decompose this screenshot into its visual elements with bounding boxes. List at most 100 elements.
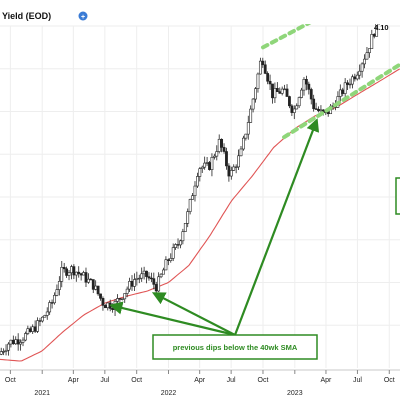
candle-body — [157, 276, 161, 292]
candle-body — [242, 137, 245, 150]
candle-body — [38, 320, 42, 322]
candle-body — [208, 162, 211, 170]
candle-body — [4, 349, 8, 352]
candle-body — [258, 60, 262, 75]
candle-body — [268, 80, 272, 85]
candle-body — [363, 58, 366, 65]
candle-body — [288, 96, 291, 107]
candle-body — [273, 88, 277, 99]
candle-body — [295, 105, 299, 110]
candle-body — [234, 166, 238, 168]
candle-body — [367, 48, 371, 54]
x-axis-month-label: Apr — [320, 377, 332, 384]
x-axis-month-label: Jul — [353, 377, 362, 384]
candle-body — [164, 259, 168, 271]
candle-body — [123, 293, 127, 300]
candle-body — [118, 298, 122, 300]
candle-body — [60, 267, 64, 282]
candle-body — [40, 316, 44, 322]
grid-layer — [0, 25, 400, 368]
candle-body — [338, 89, 342, 97]
candle-body — [261, 60, 265, 66]
channel-layer — [260, 0, 400, 140]
candle-body — [285, 88, 289, 97]
candle-body — [128, 281, 131, 290]
candle-body — [0, 351, 3, 355]
annotation-arrow — [109, 301, 236, 337]
candle-body — [358, 70, 362, 76]
candle-body — [355, 74, 359, 80]
candle-body — [317, 108, 320, 112]
x-axis-month-label: Oct — [131, 377, 142, 384]
candle-body — [21, 339, 25, 343]
candle-body — [55, 289, 59, 296]
candle-body — [169, 258, 173, 261]
candle-body — [249, 108, 253, 123]
candle-body — [48, 302, 52, 313]
candle-body — [309, 89, 313, 100]
x-axis-month-label: Oct — [384, 377, 395, 384]
candle-body — [256, 73, 260, 89]
candle-body — [278, 91, 282, 94]
candle-body — [125, 288, 129, 294]
candle-body — [53, 295, 56, 304]
candle-body — [36, 320, 39, 332]
candle-body — [360, 63, 364, 72]
candle-body — [137, 277, 141, 280]
candle-body — [251, 98, 255, 110]
candle-body — [220, 138, 224, 148]
candle-body — [145, 270, 148, 277]
candle-body — [103, 305, 107, 309]
candle-body — [111, 308, 115, 310]
x-axis-month-label: Oct — [258, 377, 269, 384]
candle-body — [348, 83, 352, 86]
candle-body — [142, 270, 146, 275]
candle-body — [152, 278, 156, 285]
candle-body — [319, 109, 323, 112]
candle-body — [227, 165, 231, 177]
add-indicator-icon[interactable] — [78, 11, 88, 21]
channel-lower-line — [282, 62, 400, 140]
candle-body — [140, 273, 144, 279]
candle-body — [31, 326, 35, 332]
candle-body — [108, 302, 112, 309]
candle-body — [365, 52, 369, 60]
candle-body — [341, 89, 345, 94]
candle-body — [198, 168, 202, 177]
candle-body — [84, 272, 88, 283]
candle-body — [271, 83, 274, 99]
candle-body — [19, 342, 22, 345]
right-annotation-box — [395, 177, 400, 215]
candle-body — [106, 302, 110, 309]
candle-body — [312, 98, 316, 109]
candle-body — [149, 277, 153, 280]
candle-body — [176, 244, 180, 246]
candle-body — [77, 271, 81, 274]
candle-body — [343, 82, 347, 94]
channel-upper-line — [260, 0, 357, 50]
candle-body — [33, 326, 37, 332]
candle-body — [203, 162, 207, 168]
candle-body — [154, 284, 158, 292]
candle-body — [205, 162, 209, 164]
candle-body — [26, 328, 30, 334]
candle-body — [292, 108, 296, 113]
candle-body — [159, 273, 163, 278]
candle-body — [120, 298, 124, 300]
candle-body — [162, 269, 165, 275]
candle-body — [300, 89, 303, 98]
candle-body — [50, 302, 54, 304]
candle-body — [188, 199, 192, 212]
candle-body — [314, 108, 318, 110]
candle-body — [24, 333, 27, 341]
candle-body — [94, 285, 98, 290]
last-value-label: 4.10 — [374, 23, 389, 32]
candle-body — [302, 79, 306, 91]
candle-body — [191, 195, 194, 200]
candle-body — [200, 166, 204, 169]
x-axis-month-label: Apr — [68, 377, 80, 384]
candle-body — [186, 211, 190, 224]
candle-body — [215, 151, 219, 157]
